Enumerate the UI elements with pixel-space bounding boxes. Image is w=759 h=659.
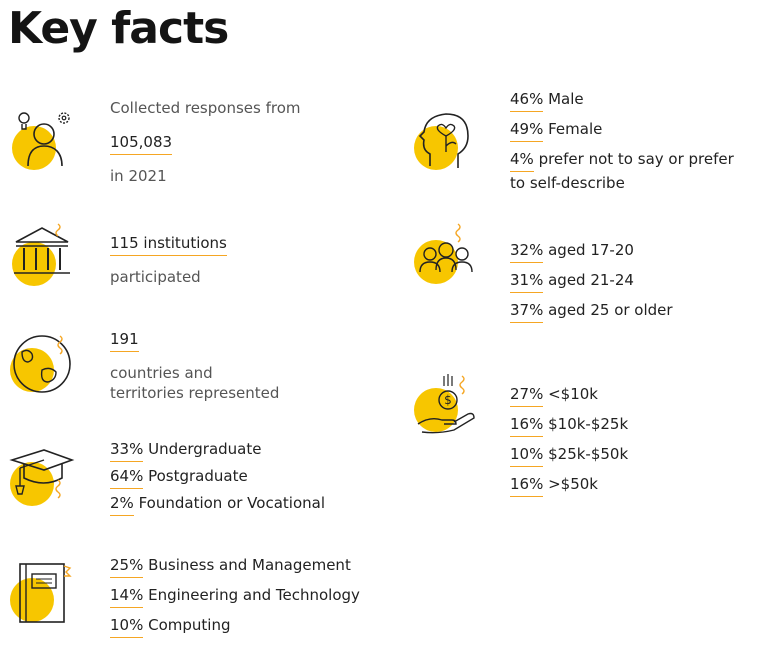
countries-label-1: countries and: [110, 364, 213, 382]
income-item: 27% <$10k: [510, 385, 598, 407]
person-lightbulb-gear-icon: [6, 104, 78, 176]
age-fact: 32% aged 17-20 31% aged 21-24 37% aged 2…: [510, 241, 673, 323]
gender-item: 46% Male: [510, 90, 584, 112]
income-item: 16% $10k-$25k: [510, 415, 629, 437]
responses-fact: Collected responses from 105,083 in 2021: [110, 99, 300, 185]
institutions-count: 115 institutions: [110, 234, 227, 256]
countries-count: 191: [110, 330, 139, 352]
responses-intro: Collected responses from: [110, 99, 301, 117]
graduation-cap-icon: [6, 446, 78, 518]
countries-label-2: territories represented: [110, 384, 280, 402]
responses-year: in 2021: [110, 167, 167, 185]
subject-item: 14% Engineering and Technology: [110, 586, 360, 608]
income-item: 16% >$50k: [510, 475, 598, 497]
gender-item: 49% Female: [510, 120, 603, 142]
institution-building-icon: [6, 220, 78, 292]
age-item: 32% aged 17-20: [510, 241, 634, 263]
age-item: 31% aged 21-24: [510, 271, 634, 293]
gender-item: 4% prefer not to say or prefer to self-d…: [510, 150, 734, 192]
book-icon: [6, 560, 78, 632]
globe-icon: [6, 330, 78, 402]
institutions-fact: 115 institutions participated: [110, 234, 227, 286]
responses-count: 105,083: [110, 133, 173, 155]
page-title: Key facts: [8, 3, 229, 54]
age-item: 37% aged 25 or older: [510, 301, 673, 323]
countries-fact: 191 countries and territories represente…: [110, 330, 279, 402]
subject-item: 10% Computing: [110, 616, 231, 638]
income-fact: 27% <$10k 16% $10k-$25k 10% $25k-$50k 16…: [510, 385, 629, 497]
study-level-item: 64% Postgraduate: [110, 467, 248, 489]
institutions-label: participated: [110, 268, 201, 286]
study-level-fact: 33% Undergraduate 64% Postgraduate 2% Fo…: [110, 440, 325, 516]
subjects-fact: 25% Business and Management 14% Engineer…: [110, 556, 360, 638]
subject-item: 25% Business and Management: [110, 556, 351, 578]
head-heart-icon: [408, 108, 480, 180]
income-item: 10% $25k-$50k: [510, 445, 629, 467]
gender-fact: 46% Male 49% Female 4% prefer not to say…: [510, 90, 734, 192]
hand-coin-icon: $: [408, 372, 480, 444]
svg-text:$: $: [444, 393, 452, 407]
group-people-icon: [408, 222, 480, 294]
study-level-item: 33% Undergraduate: [110, 440, 262, 462]
study-level-item: 2% Foundation or Vocational: [110, 494, 325, 516]
